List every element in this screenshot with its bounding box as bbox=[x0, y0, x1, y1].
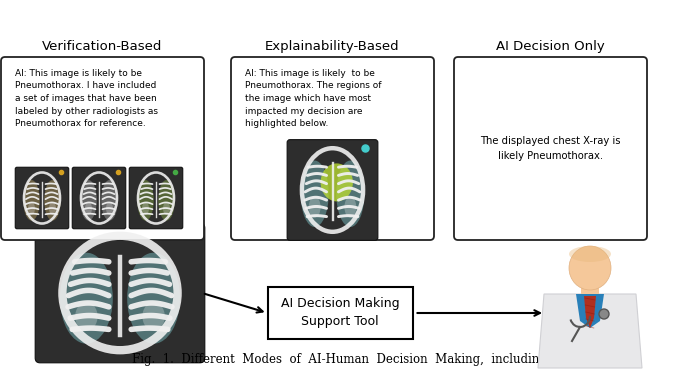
Ellipse shape bbox=[163, 202, 170, 215]
Text: AI Decision Only: AI Decision Only bbox=[496, 40, 605, 53]
Text: The displayed chest X-ray is
likely Pneumothorax.: The displayed chest X-ray is likely Pneu… bbox=[480, 136, 621, 161]
Ellipse shape bbox=[49, 202, 56, 215]
Ellipse shape bbox=[101, 180, 118, 221]
Text: Explainability-Based: Explainability-Based bbox=[265, 40, 400, 53]
FancyBboxPatch shape bbox=[129, 167, 183, 229]
Ellipse shape bbox=[85, 202, 92, 215]
Polygon shape bbox=[538, 294, 642, 368]
Ellipse shape bbox=[142, 302, 165, 331]
FancyBboxPatch shape bbox=[73, 167, 125, 229]
Ellipse shape bbox=[28, 202, 35, 215]
Ellipse shape bbox=[308, 197, 321, 218]
Ellipse shape bbox=[142, 202, 149, 215]
Ellipse shape bbox=[75, 302, 98, 331]
Ellipse shape bbox=[336, 160, 364, 227]
Text: AI: This image is likely  to be
Pneumothorax. The regions of
the image which hav: AI: This image is likely to be Pneumotho… bbox=[245, 69, 382, 128]
FancyBboxPatch shape bbox=[231, 57, 434, 240]
FancyBboxPatch shape bbox=[1, 57, 204, 240]
Ellipse shape bbox=[569, 246, 611, 262]
Ellipse shape bbox=[321, 163, 353, 202]
Ellipse shape bbox=[106, 202, 113, 215]
FancyBboxPatch shape bbox=[454, 57, 647, 240]
Ellipse shape bbox=[23, 180, 40, 221]
Text: Fig.  1.  Different  Modes  of  AI-Human  Decision  Making,  including: Fig. 1. Different Modes of AI-Human Deci… bbox=[132, 353, 546, 366]
Polygon shape bbox=[584, 296, 596, 328]
FancyBboxPatch shape bbox=[287, 140, 378, 240]
Ellipse shape bbox=[158, 180, 175, 221]
Text: AI Decision Making
Support Tool: AI Decision Making Support Tool bbox=[281, 298, 399, 328]
Polygon shape bbox=[576, 294, 604, 328]
Ellipse shape bbox=[137, 180, 154, 221]
FancyBboxPatch shape bbox=[35, 223, 205, 363]
Ellipse shape bbox=[60, 253, 113, 344]
Ellipse shape bbox=[300, 160, 329, 227]
Ellipse shape bbox=[44, 180, 61, 221]
Ellipse shape bbox=[127, 253, 180, 344]
Ellipse shape bbox=[80, 180, 97, 221]
Circle shape bbox=[599, 309, 609, 319]
Text: Verification-Based: Verification-Based bbox=[42, 40, 163, 53]
FancyBboxPatch shape bbox=[16, 167, 68, 229]
Text: AI: This image is likely to be
Pneumothorax. I have included
a set of images tha: AI: This image is likely to be Pneumotho… bbox=[15, 69, 158, 128]
Ellipse shape bbox=[569, 246, 611, 290]
Ellipse shape bbox=[344, 197, 357, 218]
FancyBboxPatch shape bbox=[581, 281, 599, 297]
FancyBboxPatch shape bbox=[268, 287, 412, 339]
